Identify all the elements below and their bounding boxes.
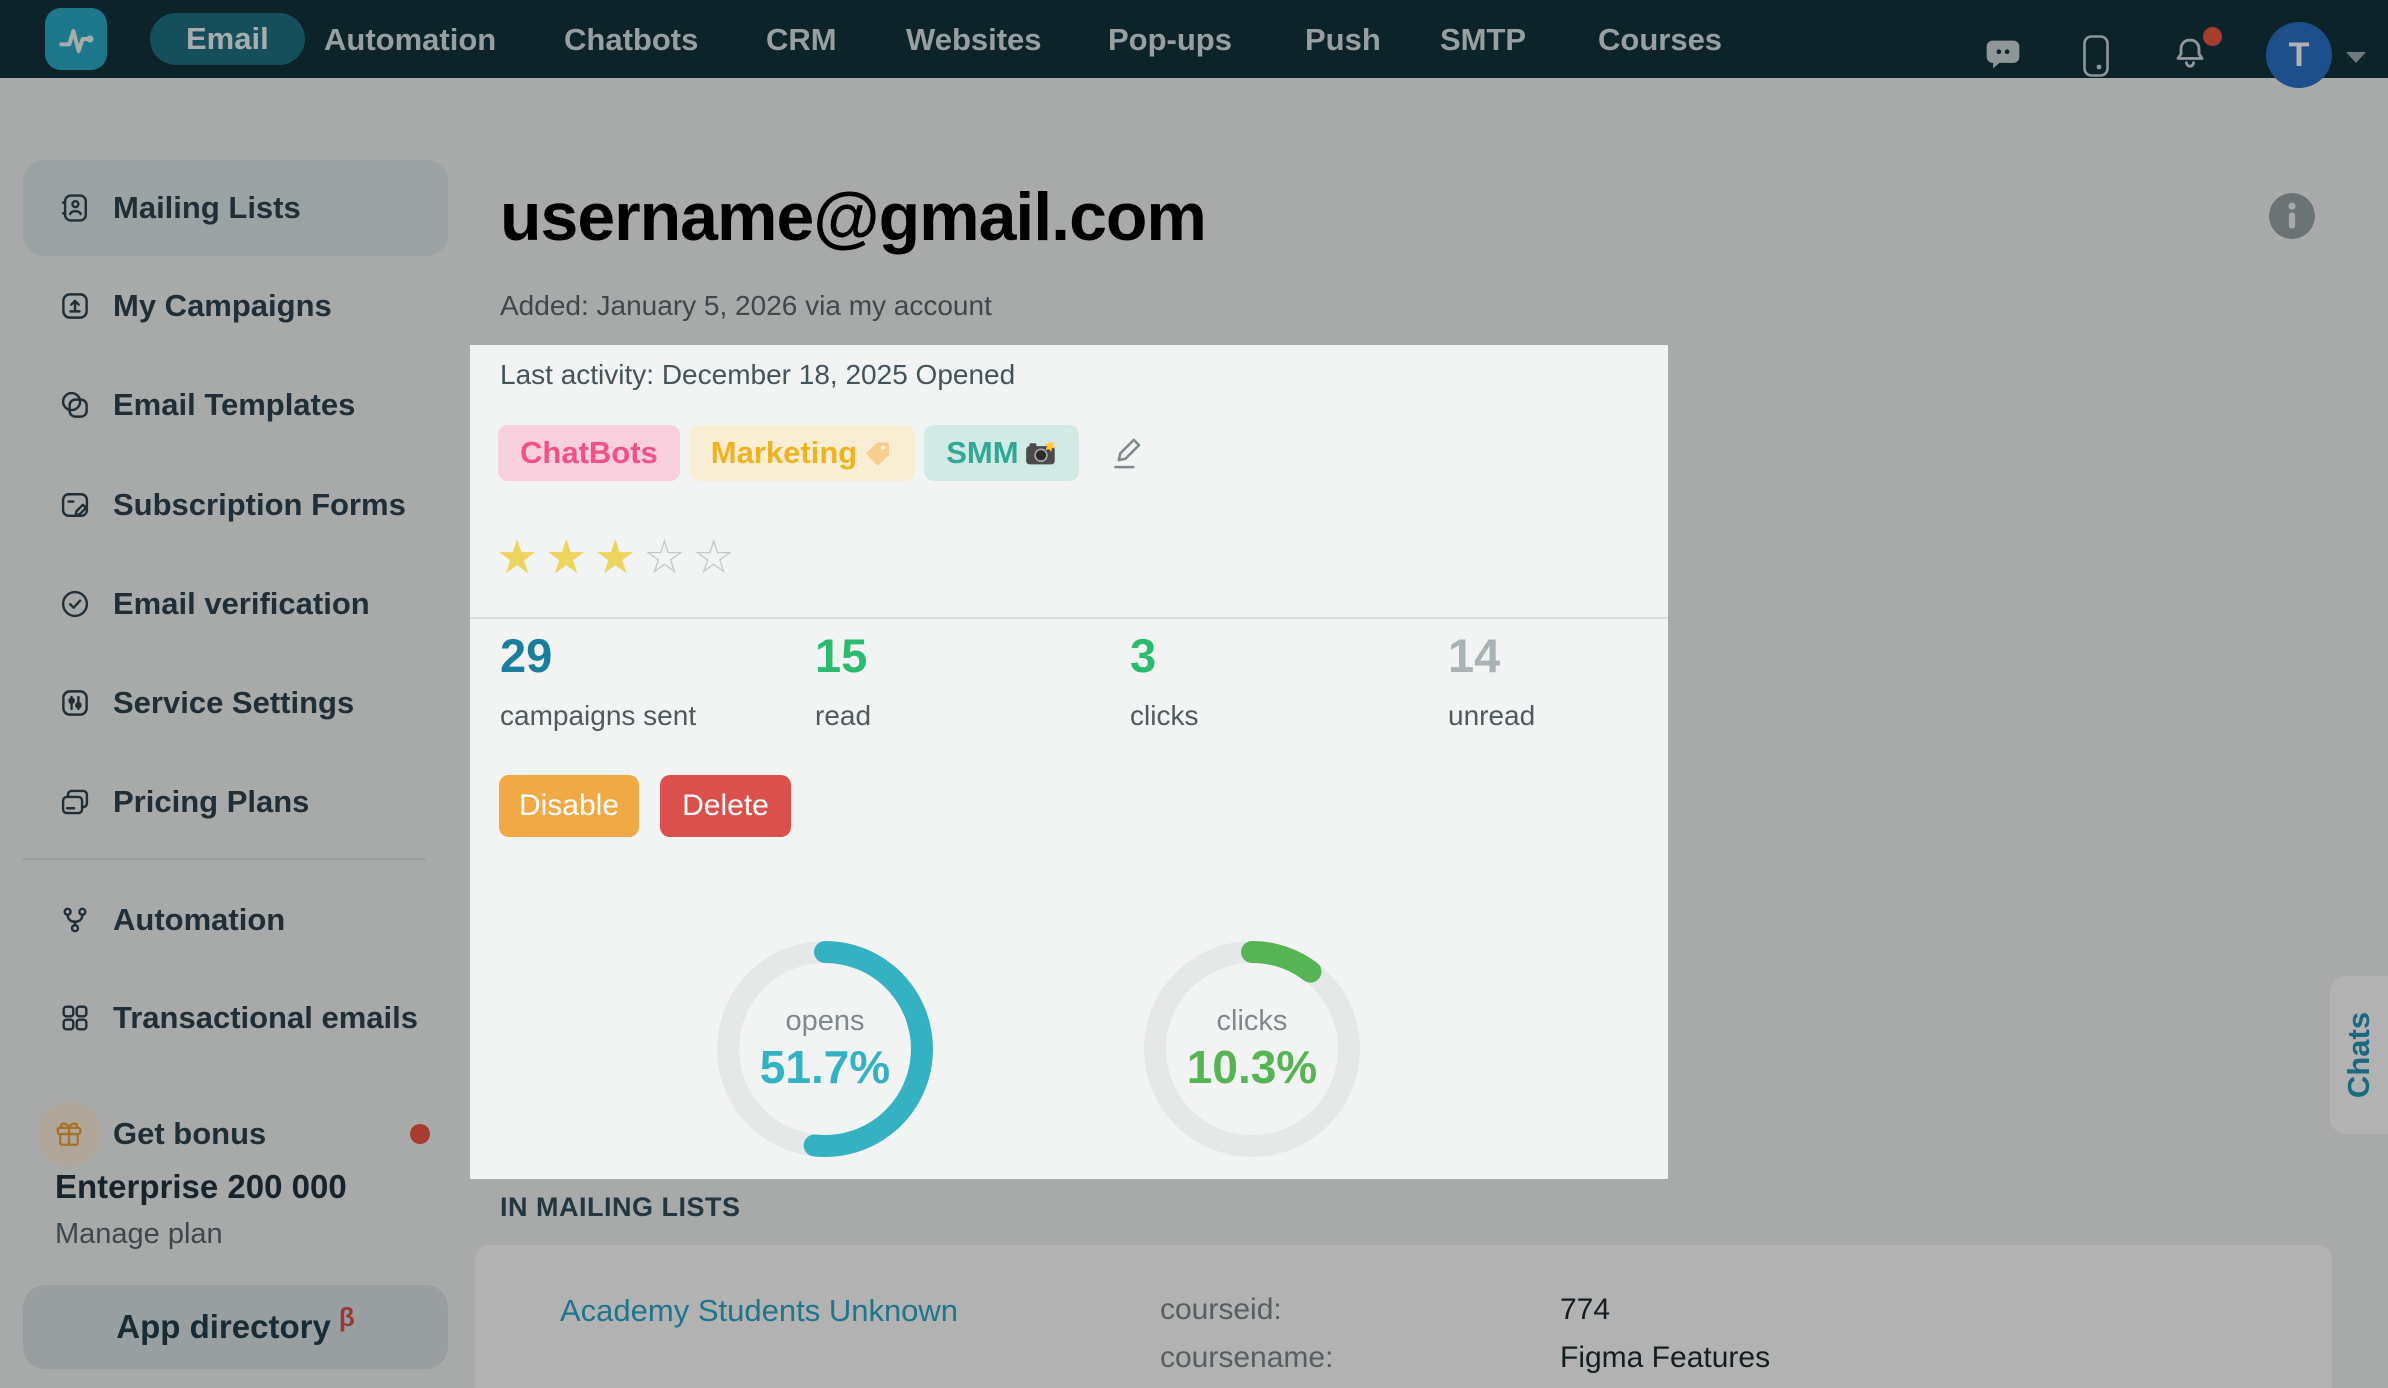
stat-read: 15 read [815, 629, 872, 731]
field-value-courseid: 774 [1560, 1293, 1611, 1326]
sidebar-item-email-verification[interactable]: Email verification [0, 572, 470, 636]
field-key-courseid: courseid: [1160, 1293, 1282, 1326]
plan-name: Enterprise 200 000 [55, 1168, 347, 1205]
sidebar-item-pricing-plans[interactable]: Pricing Plans [0, 770, 470, 834]
nav-item-chatbots[interactable]: Chatbots [564, 22, 699, 57]
in-mailing-lists-heading: IN MAILING LISTS [500, 1192, 741, 1222]
delete-button[interactable]: Delete [660, 775, 791, 837]
sidebar-active-highlight [23, 160, 448, 256]
info-icon[interactable] [2268, 192, 2316, 240]
edit-pencil-icon[interactable] [1106, 432, 1148, 474]
nav-item-crm[interactable]: CRM [766, 22, 837, 57]
manage-plan-link[interactable]: Manage plan [55, 1218, 223, 1250]
stats-divider [470, 617, 1668, 619]
tags-row: ChatBots Marketing SMM [498, 425, 1148, 481]
sidebar-item-service-settings[interactable]: Service Settings [0, 671, 470, 735]
added-info: Added: January 5, 2026 via my account [500, 290, 992, 321]
nav-item-popups[interactable]: Pop-ups [1108, 22, 1232, 57]
bonus-alert-dot [410, 1124, 430, 1144]
sidebar: Mailing Lists My Campaigns Email Templat… [0, 78, 470, 1388]
tag-marketing[interactable]: Marketing [688, 425, 916, 481]
avatar[interactable]: T [2266, 22, 2332, 88]
sidebar-item-email-templates[interactable]: Email Templates [0, 373, 470, 437]
star-filled-icon[interactable]: ★ [594, 530, 644, 583]
disable-button[interactable]: Disable [499, 775, 639, 837]
nav-item-smtp[interactable]: SMTP [1440, 22, 1527, 57]
sidebar-item-subscription-forms[interactable]: Subscription Forms [0, 473, 470, 537]
nav-item-automation[interactable]: Automation [324, 22, 497, 57]
mailing-list-row-card: Academy Students Unknown courseid: 774 c… [475, 1245, 2332, 1388]
mailing-list-link[interactable]: Academy Students Unknown [560, 1293, 959, 1328]
brand-logo[interactable] [45, 8, 107, 70]
opens-donut-chart: opens 51.7% [715, 939, 935, 1159]
camera-flash-emoji-icon [1025, 439, 1056, 465]
gift-icon[interactable] [37, 1102, 101, 1166]
app-directory-button[interactable]: App directory β [23, 1285, 448, 1369]
gift-box-icon [56, 1122, 82, 1146]
chats-side-tab[interactable]: Chats [2330, 976, 2388, 1134]
star-rating[interactable]: ★★★☆☆ [496, 533, 742, 580]
notification-dot [2203, 27, 2222, 46]
sliders-icon [62, 690, 88, 716]
notifications-bell-icon[interactable] [2170, 34, 2210, 74]
pulse-logo-icon [59, 29, 94, 53]
star-filled-icon[interactable]: ★ [496, 530, 546, 583]
subscriber-detail-popup: Last activity: December 18, 2025 Opened … [470, 345, 1668, 1179]
nav-item-email[interactable]: Email [150, 13, 305, 65]
cards-icon [61, 789, 89, 815]
clicks-donut-chart: clicks 10.3% [1142, 939, 1362, 1159]
chevron-down-icon[interactable] [2346, 52, 2366, 63]
chat-messages-icon[interactable] [1982, 37, 2024, 77]
field-value-coursename: Figma Features [1560, 1341, 1771, 1374]
nav-item-courses[interactable]: Courses [1598, 22, 1723, 57]
stat-campaigns-sent: 29 campaigns sent [500, 629, 697, 731]
label-emoji-icon [866, 442, 890, 466]
stat-unread: 14 unread [1448, 629, 1536, 731]
form-pencil-icon [61, 493, 89, 517]
templates-icon [61, 391, 88, 418]
send-campaign-icon [62, 293, 88, 319]
stat-clicks: 3 clicks [1130, 629, 1199, 731]
star-empty-icon[interactable]: ☆ [692, 530, 742, 583]
grid-icon [62, 1005, 88, 1031]
tag-smm[interactable]: SMM [924, 425, 1079, 481]
beta-badge: β [338, 1301, 355, 1332]
field-key-coursename: coursename: [1160, 1341, 1334, 1374]
sidebar-item-automation[interactable]: Automation [0, 888, 470, 952]
page-title: username@gmail.com [500, 179, 1207, 255]
mobile-app-icon[interactable] [2082, 33, 2110, 79]
nav-item-push[interactable]: Push [1305, 22, 1381, 57]
check-circle-icon [61, 590, 89, 618]
top-nav: Email Automation Chatbots CRM Websites P… [0, 0, 2388, 88]
sidebar-item-mailing-lists[interactable]: Mailing Lists [0, 176, 470, 240]
star-filled-icon[interactable]: ★ [545, 530, 595, 583]
sidebar-item-my-campaigns[interactable]: My Campaigns [0, 274, 470, 338]
sidebar-item-transactional-emails[interactable]: Transactional emails [0, 986, 470, 1050]
star-empty-icon[interactable]: ☆ [643, 530, 693, 583]
last-activity-text: Last activity: December 18, 2025 Opened [500, 359, 1016, 390]
get-bonus-link[interactable]: Get bonus [113, 1116, 267, 1151]
nav-item-websites[interactable]: Websites [906, 22, 1042, 57]
contact-book-icon [61, 194, 87, 222]
branch-icon [63, 907, 87, 933]
sidebar-divider [22, 858, 426, 860]
tag-chatbots[interactable]: ChatBots [498, 425, 680, 481]
